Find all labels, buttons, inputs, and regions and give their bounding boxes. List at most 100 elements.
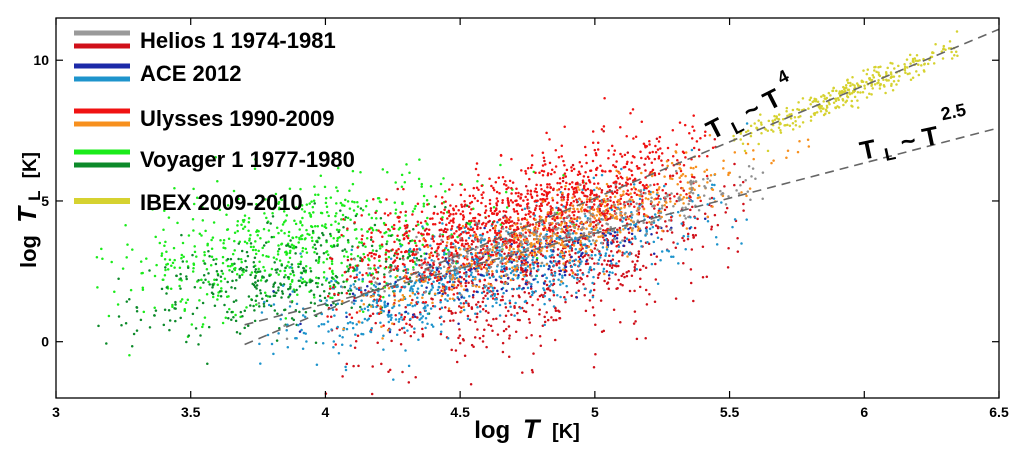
data-point — [657, 157, 661, 160]
data-point — [581, 247, 584, 250]
data-point — [524, 282, 528, 286]
data-point — [369, 295, 373, 298]
data-point — [309, 270, 313, 273]
data-point — [546, 174, 550, 177]
data-point — [513, 306, 516, 309]
data-point — [668, 193, 671, 197]
data-point — [545, 197, 549, 200]
data-point — [250, 298, 254, 302]
data-point — [632, 137, 635, 140]
data-point — [454, 205, 458, 208]
data-point — [516, 277, 519, 280]
data-point — [657, 172, 661, 175]
data-point — [515, 187, 518, 191]
data-point — [585, 203, 588, 206]
data-point — [509, 278, 513, 282]
data-point — [192, 263, 196, 266]
data-point — [419, 255, 423, 258]
data-point — [514, 274, 517, 277]
data-point — [412, 284, 416, 287]
data-point — [674, 169, 678, 173]
data-point — [482, 247, 485, 250]
data-point — [561, 199, 564, 202]
data-point — [406, 303, 410, 307]
data-point — [563, 236, 566, 240]
data-point — [536, 262, 539, 265]
data-point — [572, 244, 576, 247]
data-point — [598, 211, 601, 215]
data-point — [609, 195, 612, 199]
data-point — [372, 299, 375, 303]
data-point — [375, 305, 378, 309]
data-point — [530, 254, 534, 257]
data-point — [600, 191, 603, 194]
data-point — [411, 260, 415, 263]
data-point — [567, 215, 570, 218]
data-point — [257, 302, 261, 305]
data-point — [459, 193, 463, 197]
data-point — [370, 236, 373, 239]
data-point — [600, 224, 604, 227]
data-point — [439, 330, 443, 333]
data-point — [555, 206, 558, 210]
data-point — [570, 265, 574, 268]
data-point — [456, 270, 459, 273]
data-point — [520, 169, 523, 172]
data-point — [509, 216, 512, 219]
data-point — [627, 238, 631, 242]
data-point — [511, 277, 514, 281]
data-point — [116, 303, 120, 306]
data-point — [529, 272, 532, 275]
data-point — [562, 205, 565, 208]
data-point — [448, 221, 451, 225]
data-point — [227, 316, 230, 320]
data-point — [330, 260, 334, 263]
data-point — [550, 283, 553, 286]
data-point — [585, 227, 588, 231]
data-point — [340, 233, 343, 237]
data-point — [570, 249, 574, 252]
data-point — [532, 230, 535, 234]
data-point — [425, 262, 429, 266]
data-point — [678, 176, 681, 179]
data-point — [693, 226, 697, 230]
data-point — [135, 306, 138, 309]
data-point — [542, 287, 545, 290]
data-point — [510, 242, 513, 246]
data-point — [431, 237, 434, 241]
data-point — [444, 252, 448, 256]
data-point — [471, 278, 475, 282]
data-point — [714, 235, 718, 239]
data-point — [201, 325, 204, 329]
data-point — [416, 274, 419, 278]
data-point — [272, 235, 276, 239]
data-point — [376, 277, 379, 280]
data-point — [248, 237, 251, 240]
data-point — [403, 265, 407, 268]
data-point — [334, 274, 338, 278]
data-point — [464, 301, 468, 304]
data-point — [597, 187, 601, 191]
data-point — [533, 190, 537, 193]
data-point — [280, 229, 283, 232]
data-point — [601, 234, 604, 237]
data-point — [452, 319, 455, 322]
data-point — [663, 175, 666, 178]
data-point — [710, 183, 714, 187]
data-point — [859, 91, 862, 94]
data-point — [681, 172, 685, 176]
data-point — [398, 215, 401, 219]
data-point — [456, 292, 459, 295]
data-point — [302, 269, 306, 273]
data-point — [508, 299, 512, 303]
data-point — [653, 173, 657, 177]
data-point — [523, 216, 527, 220]
data-point — [145, 257, 148, 260]
data-point — [543, 291, 547, 294]
data-point — [554, 260, 557, 263]
data-point — [579, 262, 582, 266]
data-point — [447, 307, 451, 310]
data-point — [507, 252, 510, 255]
data-point — [545, 246, 549, 249]
data-point — [299, 322, 302, 326]
